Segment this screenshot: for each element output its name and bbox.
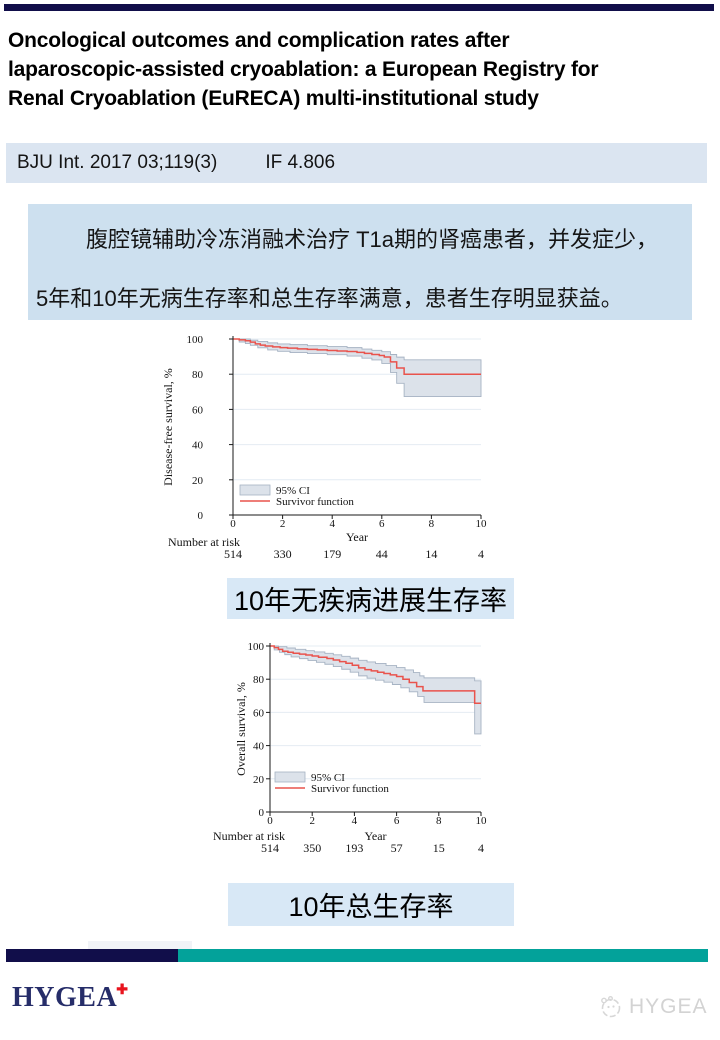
impact-factor: IF 4.806 [265,152,336,173]
svg-text:95% CI: 95% CI [276,485,310,497]
red-cross-icon: ✚ [116,983,129,998]
svg-text:4: 4 [478,841,484,855]
svg-text:60: 60 [192,404,204,416]
svg-text:20: 20 [253,774,265,786]
svg-text:14: 14 [425,547,437,561]
svg-text:Year: Year [346,530,368,544]
page-title: Oncological outcomes and complication ra… [8,26,714,113]
title-line-2: laparoscopic-assisted cryoablation: a Eu… [8,58,599,81]
svg-text:6: 6 [394,815,400,827]
svg-text:0: 0 [230,518,236,530]
disease-free-survival-chart: 0 20 40 60 80 100 0 2 4 6 8 10 Year Disease-free surv… [161,334,488,561]
footer-bar-navy [6,949,178,962]
svg-text:57: 57 [391,841,403,855]
hygea-mascot-icon [601,996,621,1018]
svg-text:350: 350 [303,841,321,855]
caption-1-label: 10年无疾病进展生存率 [233,586,508,616]
svg-text:100: 100 [248,641,265,653]
chinese-summary-box: 腹腔镜辅助冷冻消融术治疗 T1a期的肾癌患者，并发症少， 5年和10年无病生存率… [28,204,692,320]
svg-text:60: 60 [253,707,265,719]
watermark-text: HYGEA [629,995,708,1018]
citation-bar: BJU Int. 2017 03;119(3) IF 4.806 [6,143,707,183]
title-line-1: Oncological outcomes and complication ra… [8,29,510,52]
svg-text:100: 100 [187,334,204,346]
hygea-logo: HYGEA✚ [12,982,129,1014]
svg-text:0: 0 [259,807,265,819]
svg-text:80: 80 [253,674,265,686]
svg-text:44: 44 [376,547,388,561]
svg-text:Year: Year [364,829,386,843]
hygea-watermark: HYGEA [597,994,708,1020]
svg-text:95% CI: 95% CI [311,772,345,784]
svg-text:6: 6 [379,518,385,530]
svg-text:Disease-free survival, %: Disease-free survival, % [161,368,175,486]
overall-survival-chart: 0 20 40 60 80 100 0 2 4 6 8 10 Year Overall survival,… [213,641,488,855]
top-accent-bar [4,4,714,11]
svg-text:Survivor function: Survivor function [311,783,389,795]
hygea-logo-text: HYGEA [12,982,118,1013]
svg-text:0: 0 [267,815,273,827]
footer-bar-teal [178,949,708,962]
svg-text:514: 514 [224,547,242,561]
svg-text:20: 20 [192,475,204,487]
caption-2-label: 10年总生存率 [288,892,454,922]
svg-text:4: 4 [329,518,335,530]
svg-text:8: 8 [429,518,435,530]
svg-text:2: 2 [280,518,286,530]
footer-ghost-mark [88,941,192,949]
svg-text:Number at risk: Number at risk [213,829,285,843]
svg-text:4: 4 [352,815,358,827]
caption-overall-survival: 10年总生存率 [228,883,514,926]
svg-text:179: 179 [323,547,341,561]
svg-text:Number at risk: Number at risk [168,535,240,549]
svg-text:40: 40 [192,440,204,452]
svg-text:330: 330 [274,547,292,561]
svg-text:10: 10 [476,815,488,827]
svg-text:40: 40 [253,741,265,753]
svg-text:Overall survival, %: Overall survival, % [234,682,248,776]
summary-line-2: 5年和10年无病生存率和总生存率满意，患者生存明显获益。 [36,286,623,311]
svg-text:10: 10 [476,518,488,530]
summary-line-1: 腹腔镜辅助冷冻消融术治疗 T1a期的肾癌患者，并发症少， [86,227,659,252]
svg-text:193: 193 [345,841,363,855]
svg-text:80: 80 [192,369,204,381]
svg-text:Survivor function: Survivor function [276,496,354,508]
title-line-3: Renal Cryoablation (EuRECA) multi-instit… [8,87,539,110]
svg-text:8: 8 [436,815,442,827]
svg-text:4: 4 [478,547,484,561]
journal-citation: BJU Int. 2017 03;119(3) [17,152,218,173]
svg-text:2: 2 [309,815,315,827]
caption-disease-free-survival: 10年无疾病进展生存率 [227,578,514,619]
svg-text:514: 514 [261,841,279,855]
svg-text:15: 15 [433,841,445,855]
svg-text:0: 0 [198,510,204,522]
